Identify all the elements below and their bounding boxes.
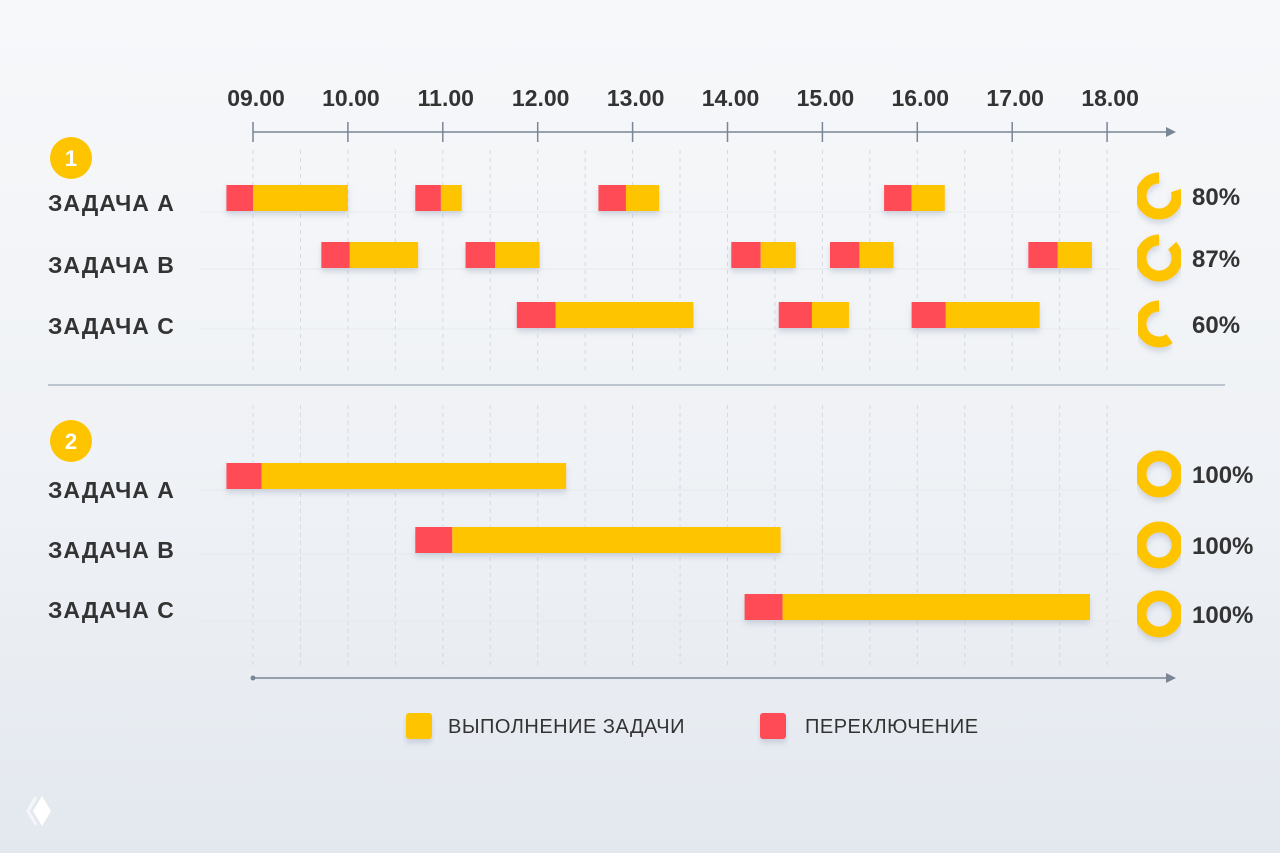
axis-start-dot <box>250 675 256 681</box>
donut-arc <box>1135 172 1183 220</box>
task-label: ЗАДАЧА B <box>48 537 175 563</box>
work-segment <box>760 242 796 268</box>
task-bar <box>744 594 1091 620</box>
donut-arc <box>1135 234 1183 282</box>
efficiency-percent: 60% <box>1192 312 1240 339</box>
efficiency-donut <box>1135 234 1183 282</box>
tick-label: 12.00 <box>512 85 570 111</box>
time-axis: 09.00 10.00 11.00 12.00 13.00 14.00 15.00 16.00… <box>48 85 1225 683</box>
switch-segment <box>226 185 253 211</box>
tick-label: 17.00 <box>986 85 1044 111</box>
work-segment <box>625 185 660 211</box>
task-bar <box>1028 242 1092 268</box>
task-bar <box>226 185 348 211</box>
tick-label: 10.00 <box>322 85 380 111</box>
switch-segment <box>1028 242 1058 268</box>
switch-segment <box>731 242 761 268</box>
task-label: ЗАДАЧА A <box>48 190 175 216</box>
legend: ВЫПОЛНЕНИЕ ЗАДАЧИ ПЕРЕКЛЮЧЕНИЕ <box>406 713 979 739</box>
switch-segment <box>415 185 441 211</box>
switch-segment <box>516 302 556 328</box>
work-segment <box>811 302 849 328</box>
panel-number: 2 <box>65 429 77 454</box>
task-bar <box>465 242 540 268</box>
work-segment <box>945 302 1040 328</box>
task-bar <box>226 463 567 489</box>
panel-number-badge <box>50 420 92 462</box>
legend-swatch-switch <box>760 713 786 739</box>
task-label: ЗАДАЧА C <box>48 597 175 623</box>
donut-arc <box>1135 590 1183 638</box>
switch-segment <box>226 463 262 489</box>
efficiency-percent: 87% <box>1192 246 1240 273</box>
task-bar <box>321 242 419 268</box>
tick-label: 11.00 <box>418 85 474 111</box>
donut-arc <box>1135 300 1173 348</box>
panel-1: 1 ЗАДАЧА A 80% ЗАДАЧА B 87% ЗАДАЧА C 60% <box>48 137 1240 348</box>
legend-label: ВЫПОЛНЕНИЕ ЗАДАЧИ <box>448 716 685 738</box>
switch-segment <box>884 185 912 211</box>
work-segment <box>1057 242 1092 268</box>
panel-2: 2 ЗАДАЧА A 100% ЗАДАЧА B 100% ЗАДАЧА C 100% <box>48 420 1253 638</box>
task-bar <box>598 185 660 211</box>
task-bar <box>516 302 694 328</box>
switch-segment <box>744 594 783 620</box>
donut-arc <box>1135 521 1183 569</box>
work-segment <box>911 185 945 211</box>
axis-arrow <box>1166 127 1176 137</box>
switch-segment <box>911 302 946 328</box>
grid-lines <box>200 150 1120 668</box>
tick-label: 14.00 <box>702 85 760 111</box>
tick-label: 13.00 <box>607 85 665 111</box>
efficiency-percent: 80% <box>1192 184 1240 211</box>
task-label: ЗАДАЧА C <box>48 313 175 339</box>
task-bar <box>415 527 781 553</box>
work-segment <box>349 242 419 268</box>
task-bar <box>415 185 462 211</box>
panel-number-badge <box>50 137 92 179</box>
switch-segment <box>778 302 812 328</box>
task-bar <box>884 185 945 211</box>
efficiency-percent: 100% <box>1192 462 1253 489</box>
switch-segment <box>415 527 453 553</box>
panels: 1 ЗАДАЧА A 80% ЗАДАЧА B 87% ЗАДАЧА C 60% 2 ЗАДАЧ… <box>48 137 1253 638</box>
work-segment <box>782 594 1091 620</box>
efficiency-percent: 100% <box>1192 602 1253 629</box>
axis-arrow <box>1166 673 1176 683</box>
work-segment <box>452 527 781 553</box>
task-bar <box>829 242 894 268</box>
work-segment <box>859 242 894 268</box>
efficiency-donut <box>1135 300 1173 348</box>
efficiency-donut <box>1135 521 1183 569</box>
task-bar <box>911 302 1040 328</box>
task-label: ЗАДАЧА A <box>48 477 175 503</box>
switch-segment <box>465 242 495 268</box>
work-segment <box>555 302 694 328</box>
work-segment <box>494 242 540 268</box>
diamond-logo-icon <box>26 796 51 826</box>
legend-label: ПЕРЕКЛЮЧЕНИЕ <box>805 716 979 738</box>
efficiency-donut <box>1135 450 1183 498</box>
tick-label: 16.00 <box>892 85 950 111</box>
switch-segment <box>321 242 350 268</box>
efficiency-percent: 100% <box>1192 533 1253 560</box>
switch-segment <box>829 242 860 268</box>
legend-swatch-work <box>406 713 432 739</box>
tick-label: 09.00 <box>227 85 285 111</box>
work-segment <box>261 463 567 489</box>
efficiency-donut <box>1135 172 1183 220</box>
switch-segment <box>598 185 626 211</box>
panel-number: 1 <box>65 146 77 171</box>
task-bar <box>778 302 849 328</box>
work-segment <box>440 185 462 211</box>
task-bar <box>731 242 796 268</box>
work-segment <box>253 185 348 211</box>
task-label: ЗАДАЧА B <box>48 252 175 278</box>
efficiency-donut <box>1135 590 1183 638</box>
tick-label: 18.00 <box>1081 85 1139 111</box>
donut-arc <box>1135 450 1183 498</box>
tick-label: 15.00 <box>797 85 855 111</box>
